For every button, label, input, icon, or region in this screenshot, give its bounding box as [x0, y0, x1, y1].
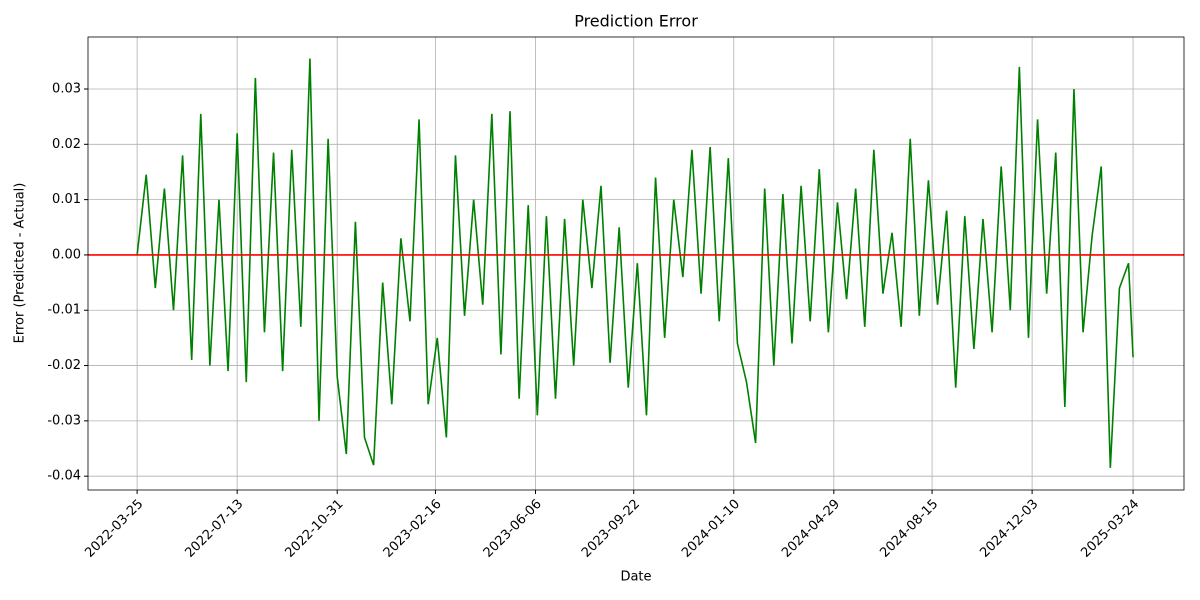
- x-tick-label: 2023-09-22: [579, 497, 643, 561]
- y-tick-label: -0.01: [47, 303, 81, 318]
- y-tick-label: 0.02: [52, 137, 81, 152]
- x-tick-label: 2024-12-03: [977, 497, 1041, 561]
- y-tick-label: -0.02: [47, 358, 81, 373]
- y-tick-label: -0.04: [47, 469, 81, 484]
- x-tick-label: 2023-02-16: [381, 497, 445, 561]
- x-tick-label: 2024-08-15: [877, 497, 941, 561]
- y-tick-label: 0.03: [52, 81, 81, 96]
- chart-title: Prediction Error: [574, 12, 698, 31]
- x-axis-label: Date: [620, 570, 651, 585]
- x-tick-label: 2024-04-29: [779, 497, 843, 561]
- x-tick-label: 2024-01-10: [679, 497, 743, 561]
- x-tick-label: 2025-03-24: [1078, 497, 1142, 561]
- y-tick-label: 0.01: [52, 192, 81, 207]
- x-tick-label: 2022-03-25: [82, 497, 146, 561]
- plot-frame: [87, 36, 1185, 491]
- x-tick-label: 2022-07-13: [182, 497, 246, 561]
- x-tick-label: 2023-06-06: [481, 497, 545, 561]
- y-tick-label: -0.03: [47, 413, 81, 428]
- y-tick-label: 0.00: [52, 247, 81, 262]
- data-line: [136, 58, 1134, 468]
- x-tick-label: 2022-10-31: [282, 497, 346, 561]
- y-axis-label: Error (Predicted - Actual): [13, 183, 28, 344]
